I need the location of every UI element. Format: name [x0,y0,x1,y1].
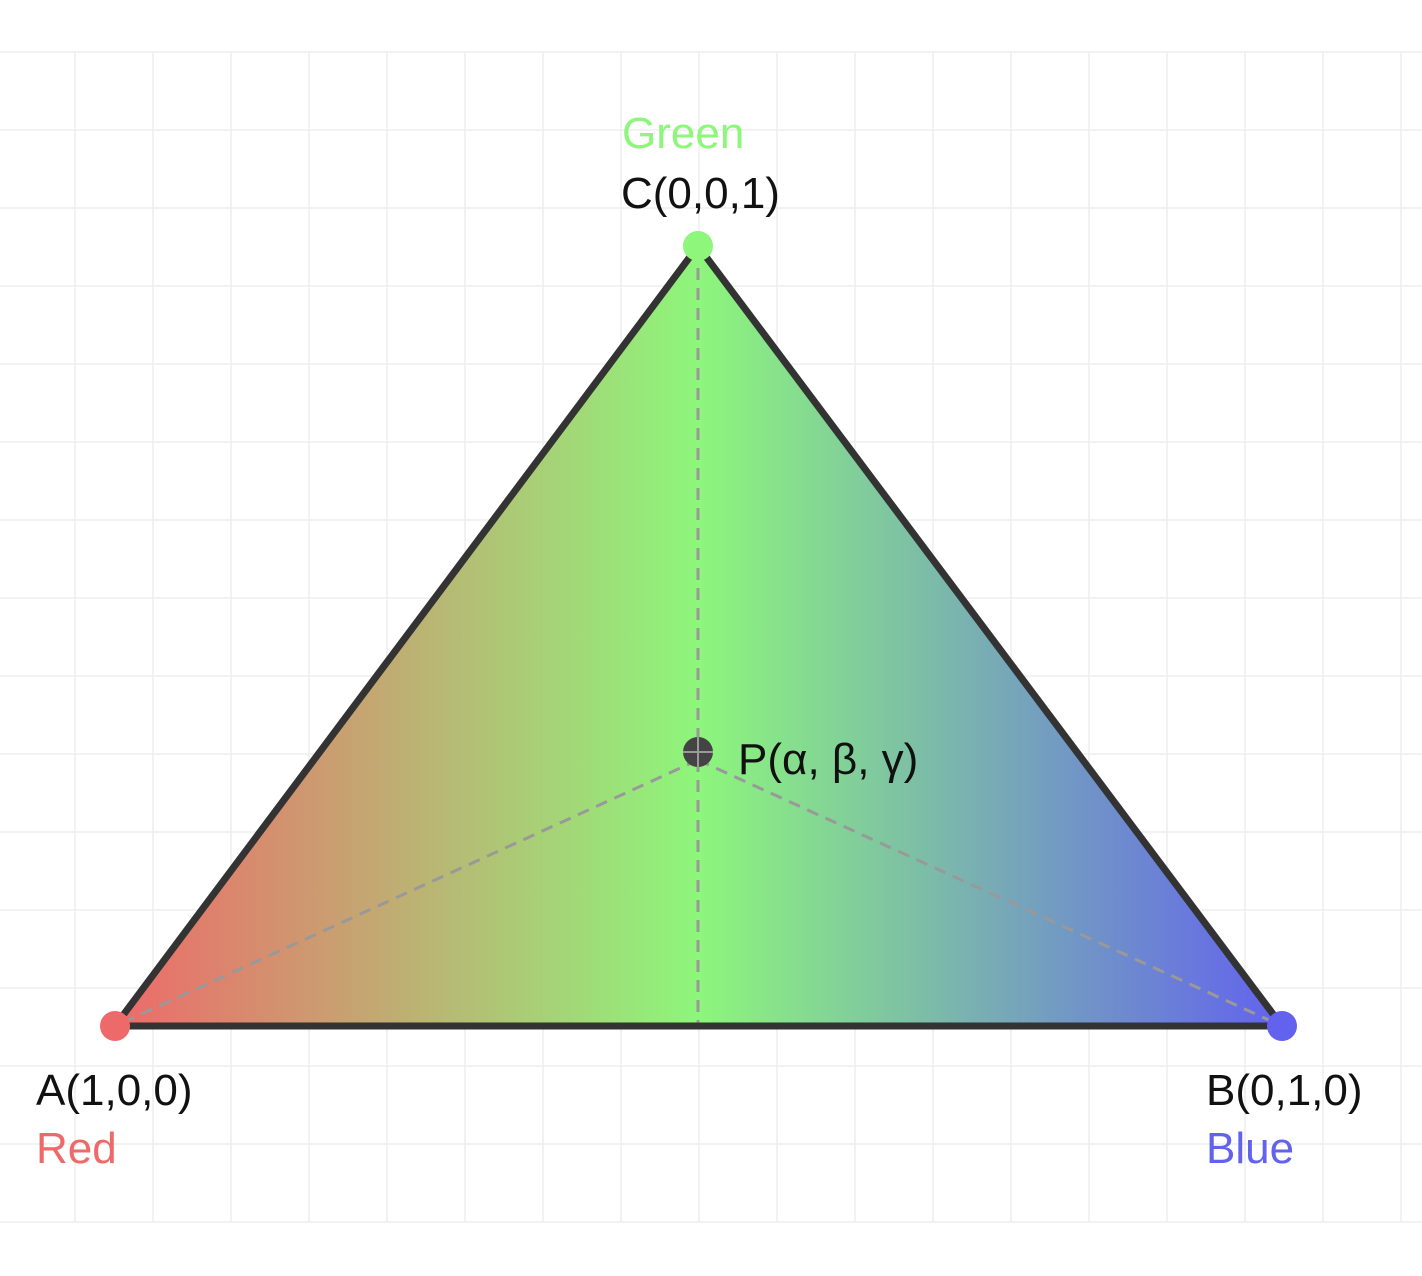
vertex-c-color-label: Green [622,109,744,158]
triangle-outline [111,242,1286,1030]
vertex-a-color-label: Red [36,1124,117,1173]
vertex-c-label: C(0,0,1) [621,169,780,218]
vertex-b-label: B(0,1,0) [1206,1066,1363,1115]
p-connectors [114,246,1283,1028]
vertex-a-label: A(1,0,0) [36,1066,193,1115]
vertex-c-dot [683,231,713,261]
vertex-a-dot [100,1011,130,1041]
dash-line-p-to-a [114,758,699,1028]
vertex-b-color-label: Blue [1206,1124,1294,1173]
vertex-b-dot [1267,1011,1297,1041]
dash-line-p-to-b [697,758,1283,1028]
point-p-label: P(α, β, γ) [738,735,918,784]
